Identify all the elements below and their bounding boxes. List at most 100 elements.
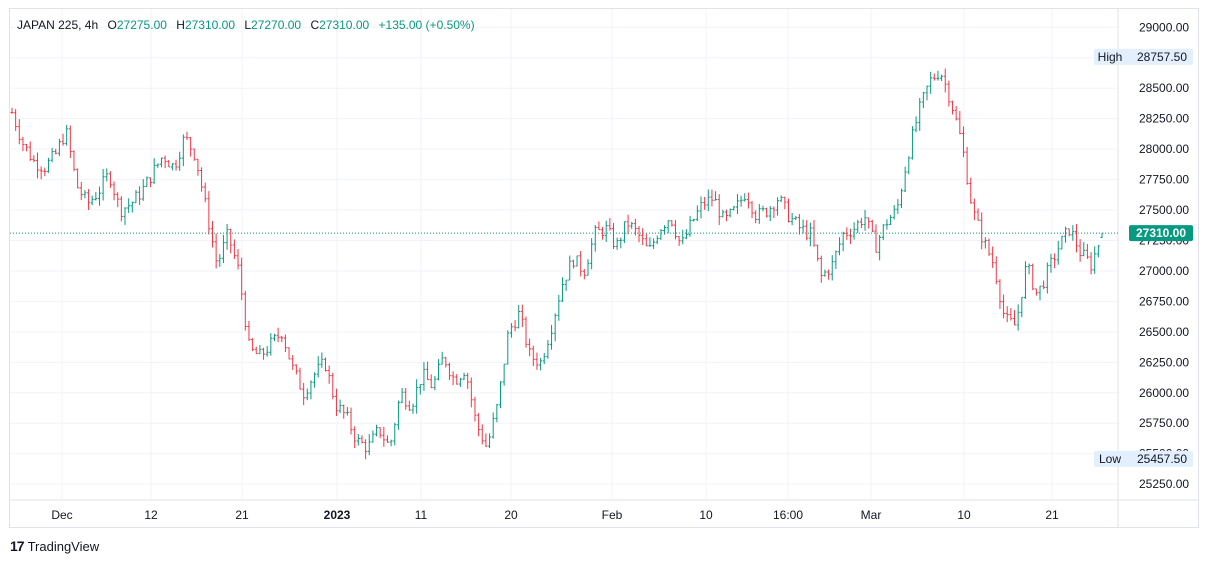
ohlc-bar	[509, 323, 513, 338]
ohlc-bar	[790, 212, 794, 226]
ohlc-bar	[342, 404, 346, 419]
symbol-name: JAPAN 225, 4h	[17, 18, 99, 32]
ohlc-bar	[677, 235, 681, 246]
ohlc-bar	[1020, 296, 1024, 318]
ohlc-bar	[440, 351, 444, 365]
chart-frame	[9, 8, 1199, 528]
ohlc-bar	[498, 381, 502, 409]
ohlc-bar	[36, 152, 40, 179]
last-price-label: 27310.00	[1136, 226, 1186, 240]
ohlc-bar	[396, 400, 400, 430]
price-tick-label: 29000.00	[1139, 20, 1189, 34]
ohlc-bar	[353, 426, 357, 449]
ohlc-bar	[214, 233, 218, 269]
ohlc-bar	[477, 413, 481, 437]
high-badge-label: High	[1098, 50, 1123, 64]
ohlc-bar	[178, 151, 182, 171]
ohlc-bar	[870, 219, 874, 233]
ohlc-bar	[473, 396, 477, 422]
ohlc-bar	[316, 356, 320, 378]
ohlc-bar	[797, 214, 801, 235]
price-tick-label: 28000.00	[1139, 142, 1189, 156]
ohlc-bar	[560, 277, 564, 302]
ohlc-bar	[539, 357, 543, 371]
ohlc-bar	[593, 224, 597, 252]
ohlc-bar	[108, 171, 112, 188]
time-tick-label: 21	[1045, 508, 1059, 522]
ohlc-bar	[859, 217, 863, 228]
ohlc-bar	[987, 238, 991, 256]
ohlc-bar	[61, 133, 65, 146]
ohlc-bar	[550, 324, 554, 350]
ohlc-bar	[254, 346, 258, 355]
ohlc-bar	[575, 255, 579, 267]
high-label: H	[176, 18, 185, 32]
ohlc-bar	[200, 167, 204, 192]
ohlc-bar	[1031, 263, 1035, 291]
ohlc-bar	[1009, 308, 1013, 321]
ohlc-bar	[692, 218, 696, 222]
ohlc-bar	[688, 215, 692, 237]
ohlc-bar	[203, 182, 207, 203]
ohlc-bar	[921, 91, 925, 109]
ohlc-bar	[681, 229, 685, 245]
ohlc-bar	[838, 237, 842, 256]
ohlc-bar	[608, 218, 612, 231]
ohlc-bar	[695, 205, 699, 222]
ohlc-bar	[87, 189, 91, 211]
ohlc-bar	[243, 290, 247, 331]
ohlc-bar	[338, 399, 342, 414]
time-tick-label: 2023	[324, 508, 351, 522]
ohlc-bar	[1082, 242, 1086, 257]
ohlc-bar	[757, 204, 761, 224]
ohlc-bar	[327, 365, 331, 384]
time-tick-label: 11	[415, 508, 428, 522]
ohlc-bar	[896, 199, 900, 214]
ohlc-bar	[276, 327, 280, 343]
ohlc-bar	[389, 439, 393, 447]
ohlc-bar	[615, 237, 619, 250]
ohlc-bar	[466, 372, 470, 389]
ohlc-bar	[72, 150, 76, 172]
ohlc-bar	[750, 201, 754, 219]
ohlc-bar	[57, 138, 61, 157]
ohlc-bar	[181, 134, 185, 167]
ohlc-bar	[644, 233, 648, 247]
ohlc-bar	[433, 376, 437, 391]
ohlc-bar	[349, 407, 353, 435]
ohlc-bar	[1016, 304, 1020, 331]
ohlc-bar	[378, 427, 382, 439]
price-axis[interactable]: 25250.0025500.0025750.0026000.0026250.00…	[1117, 9, 1189, 527]
ohlc-bar	[152, 158, 156, 184]
ohlc-bar	[528, 338, 532, 357]
low-badge-label: Low	[1099, 452, 1121, 466]
ohlc-bar	[932, 73, 936, 81]
open-label: O	[107, 18, 117, 32]
price-tick-label: 28250.00	[1139, 112, 1189, 126]
ohlc-bar	[356, 434, 360, 446]
ohlc-bar	[965, 146, 969, 185]
ohlc-bar	[415, 379, 419, 414]
time-axis[interactable]: Dec 12 21 2023 11 20 Feb 10 16:00 Mar 10 21	[10, 499, 1198, 522]
tradingview-logo-icon: 17	[10, 538, 25, 554]
low-badge	[1094, 450, 1193, 467]
ohlc-bar	[597, 221, 601, 231]
ohlc-bar	[334, 388, 338, 417]
ohlc-bar	[648, 237, 652, 247]
ohlc-bar	[1060, 235, 1064, 250]
ohlc-bar	[426, 361, 430, 381]
ohlc-bar	[185, 131, 189, 140]
ohlc-bar	[1045, 262, 1049, 294]
ohlc-bar	[739, 195, 743, 207]
ohlc-bar	[1005, 306, 1009, 323]
ohlc-bar	[940, 74, 944, 82]
ohlc-bar	[910, 126, 914, 160]
ohlc-bar	[138, 186, 142, 205]
ohlc-bar	[367, 434, 371, 456]
tradingview-branding[interactable]: 17 TradingView	[10, 538, 99, 554]
ohlc-bar	[65, 124, 69, 146]
ohlc-bar	[892, 205, 896, 220]
ohlc-bar	[469, 377, 473, 408]
ohlc-bar	[1049, 253, 1053, 273]
